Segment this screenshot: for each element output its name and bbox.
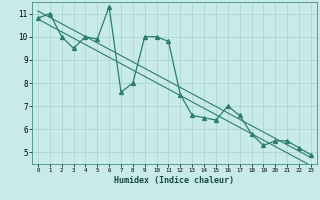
X-axis label: Humidex (Indice chaleur): Humidex (Indice chaleur): [115, 176, 234, 185]
